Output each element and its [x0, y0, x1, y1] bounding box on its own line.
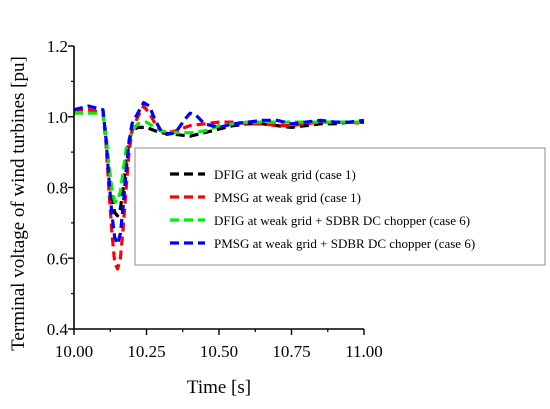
- y-tick-label: 0.6: [47, 249, 68, 268]
- legend: DFIG at weak grid (case 1) PMSG at weak g…: [134, 147, 546, 266]
- x-tick-label: 10.75: [272, 342, 310, 361]
- axis-ticks: 10.00 10.25 10.50 10.75 11.00 0.4 0.6 0.8 1.0 1.2: [47, 37, 383, 361]
- plot-lines: [73, 100, 365, 271]
- series-line-3: [74, 111, 364, 204]
- legend-box: [134, 147, 546, 266]
- y-axis-title: Terminal voltage of wind turbines [pu]: [8, 56, 29, 351]
- x-axis-title: Time [s]: [187, 377, 251, 398]
- legend-label-3: DFIG at weak grid + SDBR DC chopper (cas…: [214, 213, 470, 228]
- legend-label-2: PMSG at weak grid (case 1): [214, 190, 361, 205]
- series-line-2: [74, 104, 365, 271]
- y-tick-label: 1.0: [47, 108, 68, 127]
- legend-label-4: PMSG at weak grid + SDBR DC chopper (cas…: [214, 236, 475, 251]
- y-tick-label: 0.4: [47, 320, 69, 339]
- x-tick-label: 11.00: [345, 342, 383, 361]
- y-tick-label: 1.2: [47, 37, 68, 56]
- x-tick-label: 10.25: [127, 342, 165, 361]
- x-tick-label: 10.00: [55, 342, 93, 361]
- series-line-4: [73, 100, 365, 246]
- y-tick-label: 0.8: [47, 179, 68, 198]
- legend-label-1: DFIG at weak grid (case 1): [214, 167, 356, 182]
- series-line-1: [74, 108, 364, 218]
- x-tick-label: 10.50: [200, 342, 238, 361]
